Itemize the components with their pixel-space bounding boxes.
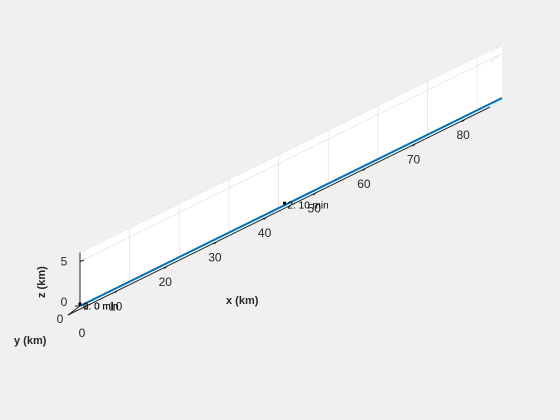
x-tick-label: 80	[456, 128, 470, 142]
x-tick-label: 60	[357, 177, 371, 191]
annotation-marker	[79, 303, 82, 306]
x-tick-label: 40	[258, 226, 272, 240]
grid-lines	[68, 45, 502, 315]
annotation-label: 1: 0 min	[83, 302, 119, 313]
grid-line-top	[80, 45, 502, 253]
back-wall-xz	[80, 45, 502, 306]
x-tick-label: 70	[407, 153, 421, 167]
grid-line-z	[80, 54, 502, 262]
x-axis-label: x (km)	[226, 295, 259, 307]
z-axis-label: z (km)	[36, 266, 48, 298]
y-tick-label: 0	[57, 312, 64, 326]
annotation-marker	[283, 202, 286, 205]
x-tick-label: 20	[159, 275, 173, 289]
x-tick-label: 0	[79, 326, 86, 340]
z-tick-label: 0	[61, 295, 68, 309]
axes-box	[68, 107, 490, 315]
z-tick-label: 5	[61, 255, 68, 269]
x-tick-label: 30	[208, 251, 222, 265]
annotation-label: 2: 10 min	[288, 201, 329, 212]
x-axis-line	[68, 107, 490, 315]
y-axis-label: y (km)	[14, 335, 47, 347]
